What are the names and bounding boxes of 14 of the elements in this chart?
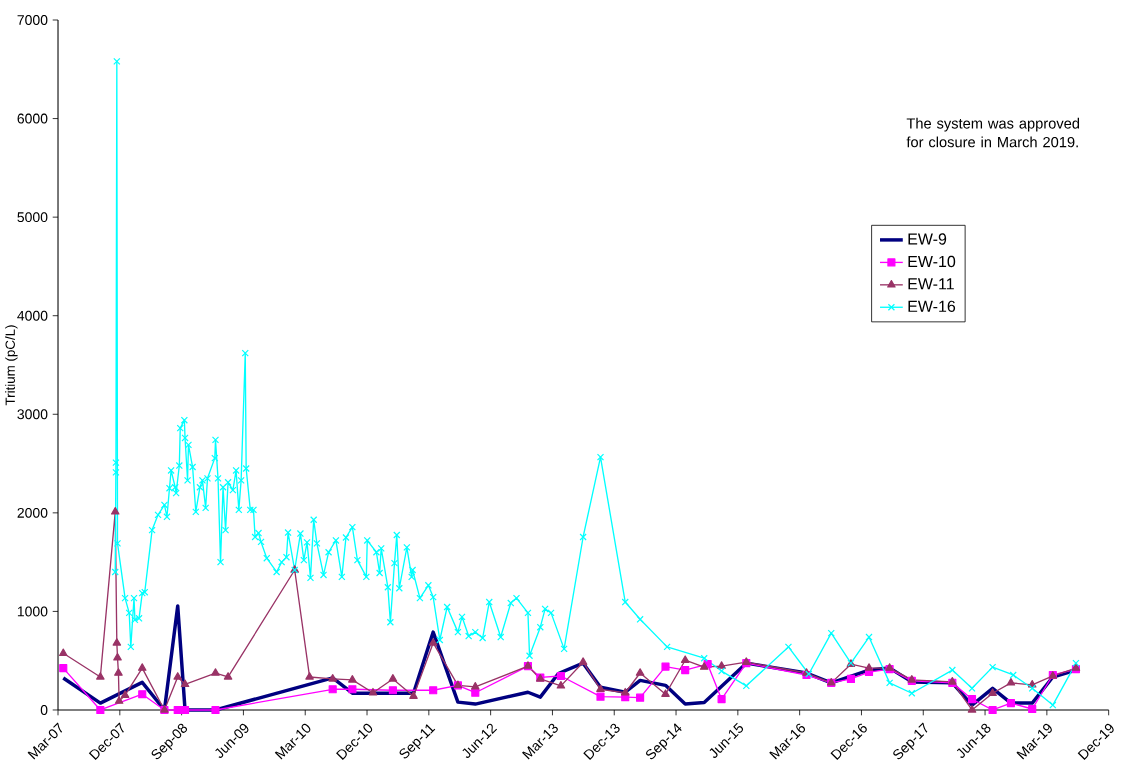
legend-label: EW-11 bbox=[908, 278, 954, 290]
legend-label: EW-10 bbox=[908, 255, 956, 268]
y-tick-label: 3000 bbox=[17, 409, 48, 420]
y-tick-label: 4000 bbox=[17, 310, 48, 321]
legend-label: EW-16 bbox=[908, 300, 956, 312]
y-tick-label: 1000 bbox=[17, 606, 48, 617]
annotation: The system was approved for closure in March 2019. bbox=[906, 117, 1080, 148]
y-tick-label: 7000 bbox=[17, 15, 48, 25]
y-tick-label: 6000 bbox=[17, 113, 48, 124]
legend-label: EW-9 bbox=[908, 233, 947, 245]
y-tick-label: 5000 bbox=[17, 212, 48, 223]
y-tick-label: 0 bbox=[40, 705, 48, 715]
y-tick-label: 2000 bbox=[17, 507, 48, 518]
y-axis-title: Tritium (pC/L) bbox=[5, 325, 18, 406]
